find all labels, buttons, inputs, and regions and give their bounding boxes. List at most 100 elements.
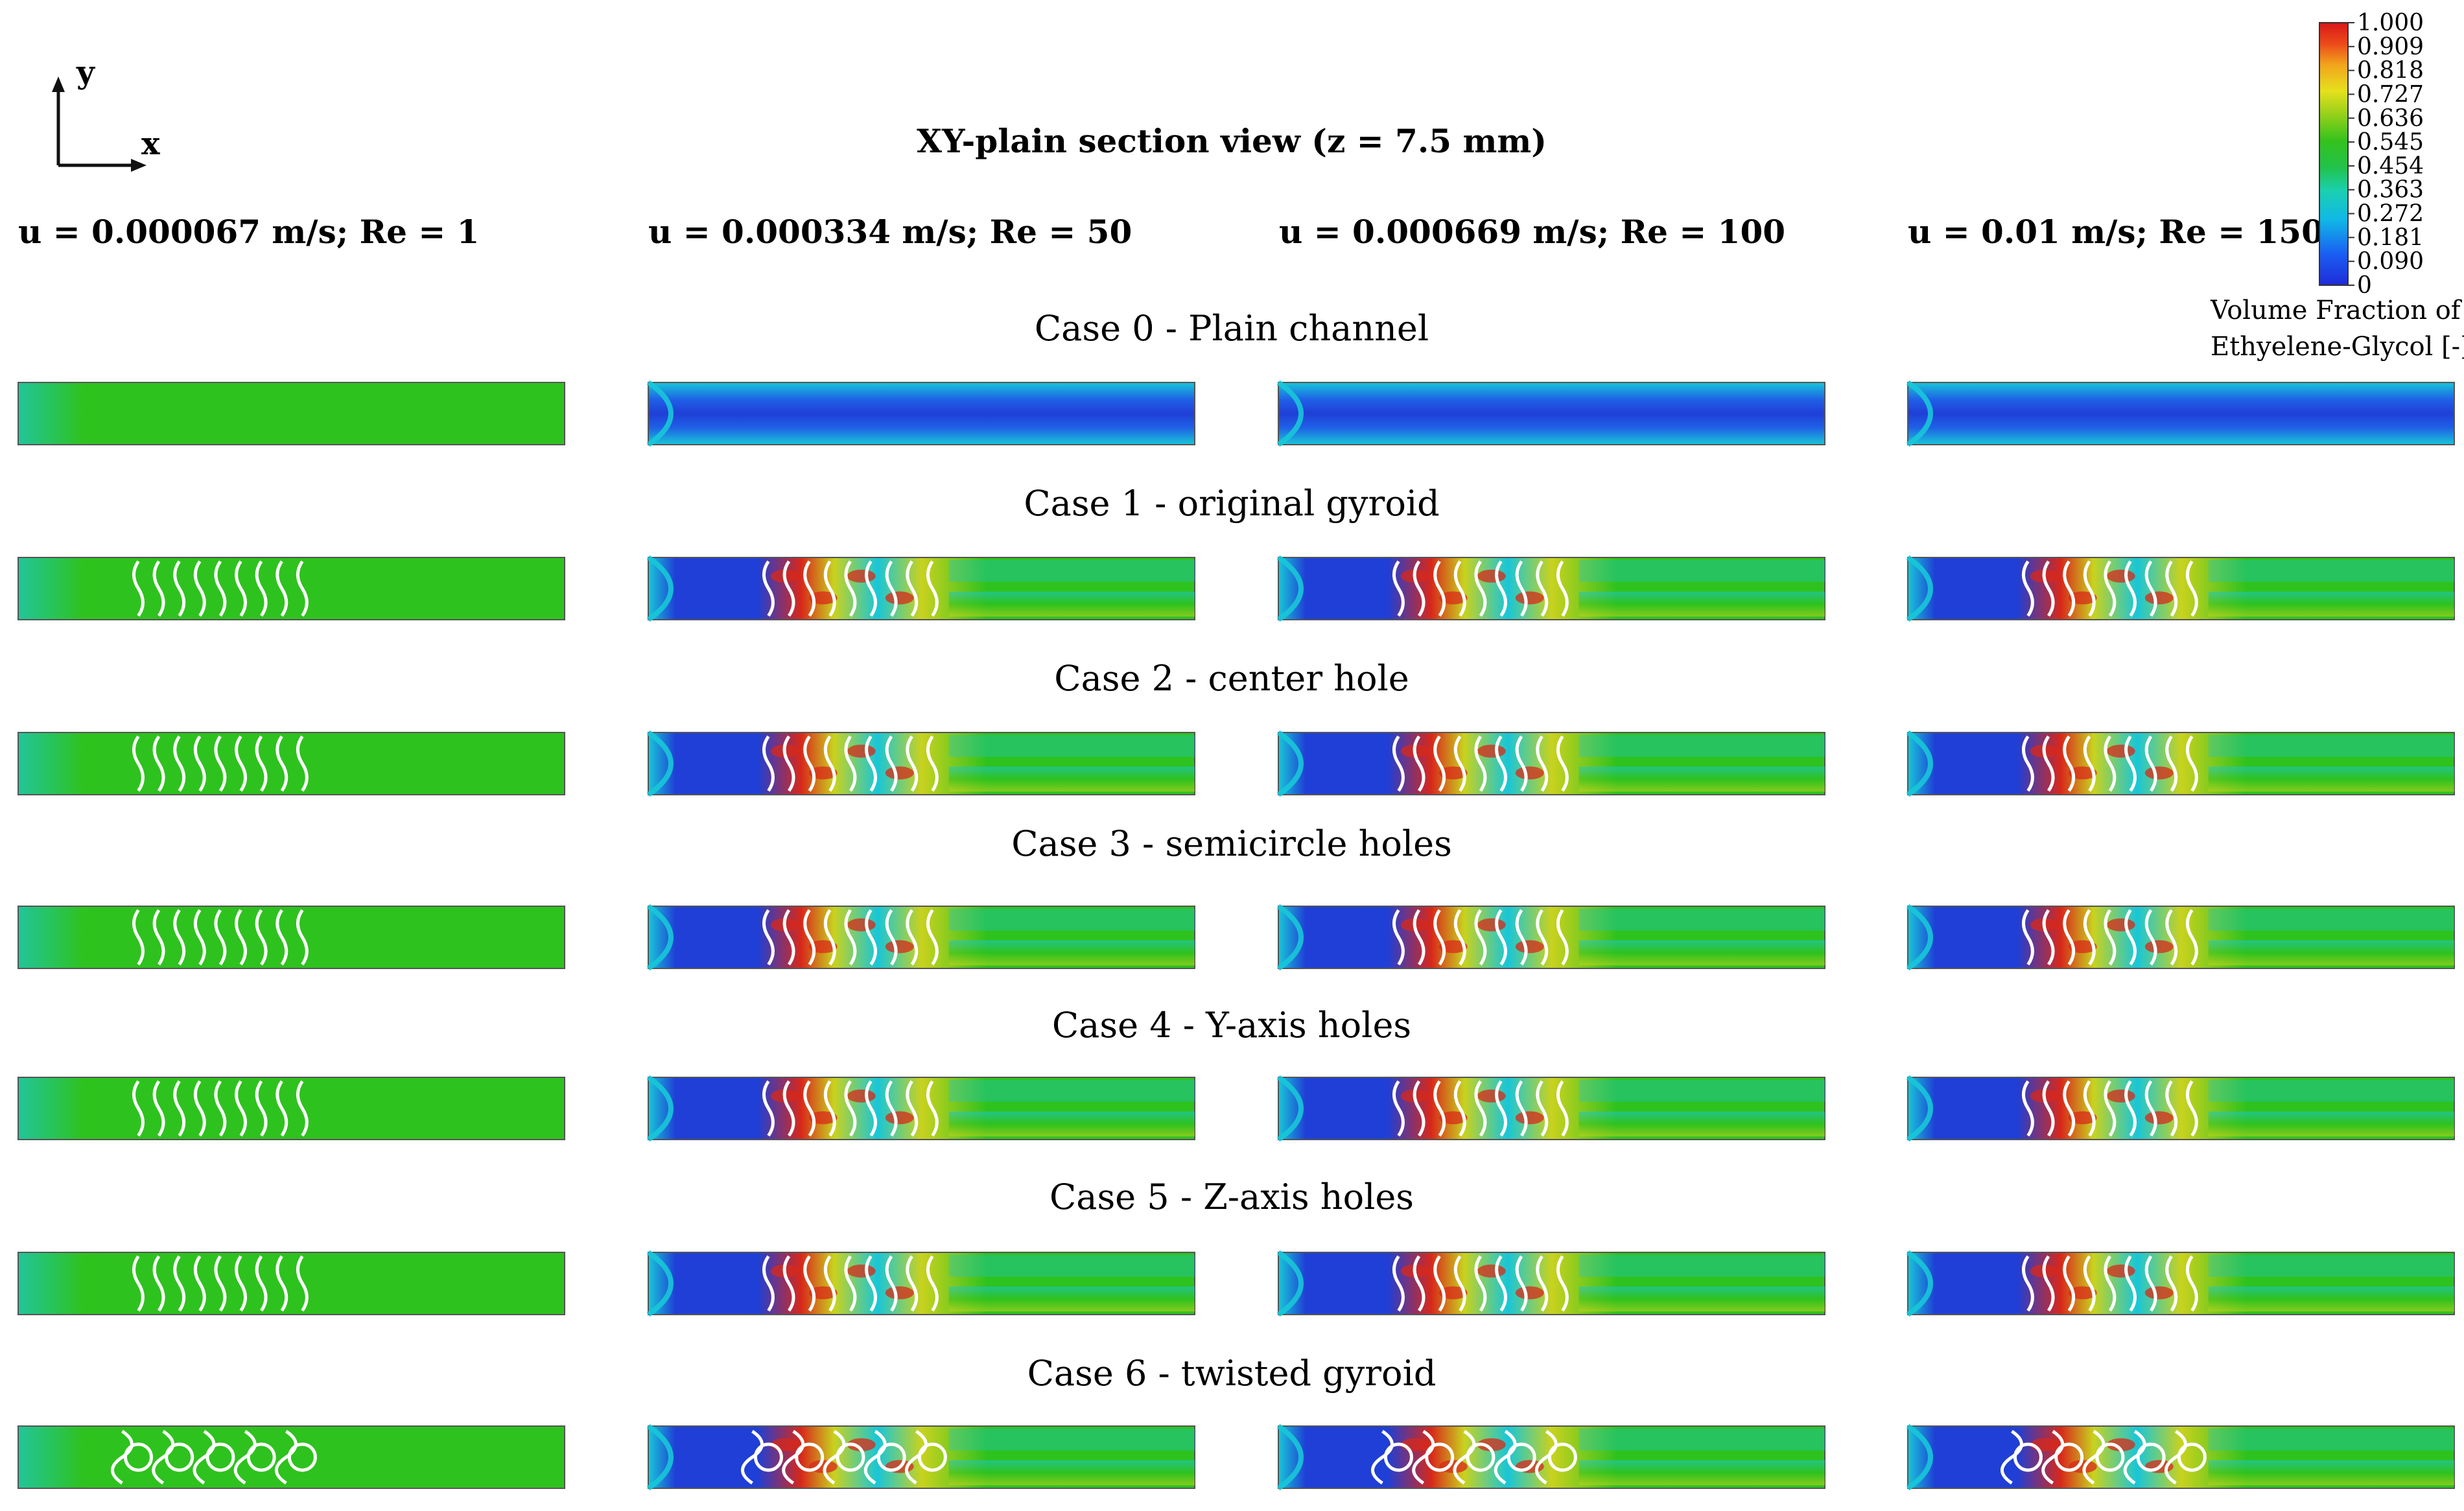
mixing-hotspot <box>2106 1438 2135 1451</box>
obstacle-outline <box>906 909 919 966</box>
contour-field <box>18 382 565 445</box>
obstacle-outline <box>885 1255 898 1312</box>
obstacle-outline <box>2185 1255 2198 1312</box>
obstacle-outline <box>274 1429 298 1485</box>
obstacle-outline <box>1392 735 1405 792</box>
contour-panel-case5-col1 <box>646 1250 1195 1317</box>
mixing-hotspot <box>1477 569 1506 583</box>
mixing-hotspot <box>2068 1286 2097 1300</box>
obstacle-outline <box>2136 1442 2166 1472</box>
column-header-re1: u = 0.000067 m/s; Re = 1 <box>18 213 479 251</box>
outlet-streak <box>1578 909 1825 931</box>
obstacle-outline <box>823 1429 846 1485</box>
outlet-streak <box>1578 940 1825 966</box>
obstacle-outline <box>2185 735 2198 792</box>
obstacle-outline <box>2104 1080 2117 1137</box>
obstacle-outline <box>885 1080 898 1137</box>
obstacle-outline <box>214 909 227 966</box>
inlet-front <box>1906 555 1933 622</box>
obstacle-outline <box>2124 909 2137 966</box>
figure-title: XY-plain section view (z = 7.5 mm) <box>917 122 1547 160</box>
obstacle-outline <box>152 1080 165 1137</box>
contour-panel-case2-col3 <box>1906 730 2455 797</box>
obstacle-outline <box>173 909 186 966</box>
inlet-front <box>646 904 674 971</box>
outlet-streak <box>1578 591 1825 617</box>
obstacle-outline <box>1453 909 1466 966</box>
contour-panel-case6-col1 <box>646 1423 1195 1491</box>
case-label-6: Case 6 - twisted gyroid <box>1027 1353 1437 1394</box>
obstacle-outline <box>1392 909 1405 966</box>
obstacle-outline <box>2042 1255 2055 1312</box>
mixing-hotspot <box>2144 1286 2174 1300</box>
mixing-hotspot <box>2144 1111 2174 1125</box>
obstacle-outline <box>1453 1255 1466 1312</box>
mixing-hotspot <box>2068 591 2097 605</box>
x-axis-label: x <box>141 126 160 162</box>
obstacle-outline <box>2123 1429 2146 1485</box>
obstacle-outline <box>863 1429 887 1485</box>
obstacle-outline <box>2144 909 2157 966</box>
obstacle-outline <box>876 1442 906 1472</box>
inlet-front <box>646 380 674 447</box>
obstacle-outline <box>1474 1255 1487 1312</box>
obstacle-outline <box>1433 560 1446 617</box>
obstacle-outline <box>762 735 775 792</box>
mixing-hotspot <box>847 569 876 583</box>
obstacle-outline <box>885 735 898 792</box>
mixing-hotspot <box>2068 766 2097 780</box>
obstacle-outline <box>1536 1255 1549 1312</box>
obstacle-outline <box>1556 1080 1569 1137</box>
obstacle-outline <box>2013 1442 2043 1472</box>
outlet-streak <box>1578 1286 1825 1312</box>
obstacle-outline <box>255 1255 268 1312</box>
obstacle-outline <box>2165 1255 2178 1312</box>
obstacle-outline <box>906 735 919 792</box>
inlet-front <box>646 1250 674 1317</box>
obstacle-outline <box>296 1080 309 1137</box>
colorbar-tick-label: 0.909 <box>2357 34 2424 60</box>
outlet-streak <box>2208 1080 2454 1102</box>
obstacle-outline <box>762 560 775 617</box>
contour-panel-case0-col1 <box>646 380 1195 447</box>
outlet-streak <box>948 940 1195 966</box>
obstacle-outline <box>904 1429 928 1485</box>
obstacle-outline <box>255 909 268 966</box>
obstacle-outline <box>2083 909 2096 966</box>
contour-panel-case5-col2 <box>1276 1250 1825 1317</box>
contour-panel-case6-col2 <box>1276 1423 1825 1491</box>
mixing-hotspot <box>1477 918 1506 931</box>
obstacle-outline <box>1495 1080 1508 1137</box>
obstacle-outline <box>906 1255 919 1312</box>
obstacle-outline <box>906 560 919 617</box>
obstacle-outline <box>235 1080 248 1137</box>
obstacle-outline <box>235 1255 248 1312</box>
obstacle-outline <box>205 1442 235 1472</box>
obstacle-outline <box>803 1255 816 1312</box>
mixing-hotspot <box>1477 744 1506 758</box>
inlet-front <box>1276 1250 1304 1317</box>
inlet-front <box>1276 904 1304 971</box>
outlet-streak <box>2208 766 2454 792</box>
obstacle-outline <box>2165 909 2178 966</box>
contour-field <box>18 1077 565 1140</box>
obstacle-outline <box>926 560 939 617</box>
obstacle-outline <box>173 735 186 792</box>
obstacle-outline <box>1474 1080 1487 1137</box>
contour-field <box>18 732 565 795</box>
obstacle-outline <box>885 560 898 617</box>
outlet-streak <box>948 1080 1195 1102</box>
obstacle-outline <box>1495 909 1508 966</box>
obstacle-outline <box>1453 1429 1476 1485</box>
obstacle-outline <box>1453 735 1466 792</box>
column-header-re50: u = 0.000334 m/s; Re = 50 <box>648 213 1132 251</box>
obstacle-outline <box>1413 1255 1426 1312</box>
outlet-streak <box>1578 735 1825 757</box>
obstacle-outline <box>1371 1429 1394 1485</box>
obstacle-outline <box>2083 735 2096 792</box>
obstacle-outline <box>193 1429 216 1485</box>
mixing-hotspot <box>847 918 876 931</box>
mixing-hotspot <box>885 591 914 605</box>
mixing-hotspot <box>2068 940 2097 954</box>
obstacle-outline <box>2021 560 2034 617</box>
